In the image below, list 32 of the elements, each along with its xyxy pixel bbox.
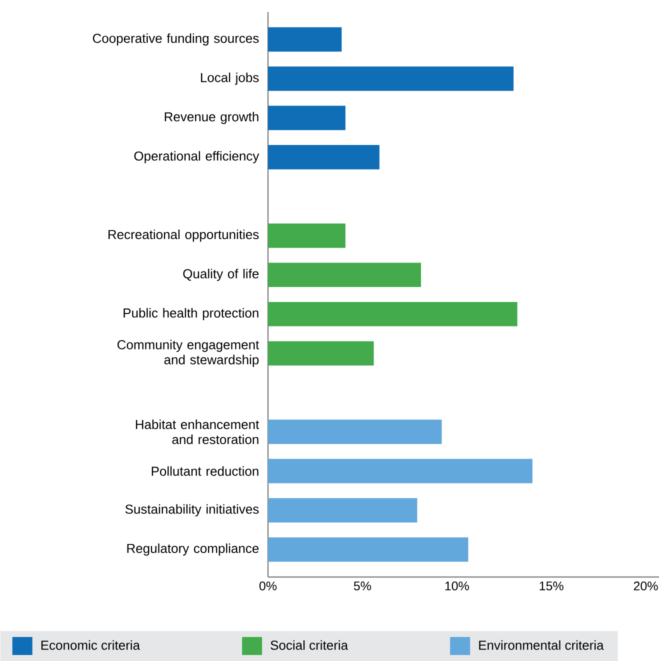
bar xyxy=(268,537,468,562)
bar xyxy=(268,498,418,522)
y-tick-label: Sustainability initiatives xyxy=(125,504,259,516)
legend-label: Economic criteria xyxy=(41,640,140,650)
y-tick-label: Local jobs xyxy=(201,72,259,85)
y-tick-label: Operational efficiency xyxy=(134,151,260,164)
y-tick-label: Revenue growth xyxy=(164,112,258,124)
x-tick-label: 20% xyxy=(634,582,658,590)
legend-label: Environmental criteria xyxy=(479,640,604,650)
y-tick-label: Regulatory compliance xyxy=(127,543,259,556)
bar xyxy=(268,458,532,484)
legend-label: Social criteria xyxy=(270,640,348,650)
y-tick-label: Cooperative funding sources xyxy=(92,33,259,46)
bar xyxy=(268,302,518,326)
x-tick-label: 5% xyxy=(354,582,372,590)
y-tick-label: Pollutant reduction xyxy=(152,466,258,476)
x-tick-label: 15% xyxy=(540,582,564,590)
y-tick-label: Public health protection xyxy=(124,308,258,320)
bar xyxy=(268,106,346,130)
y-tick-label: Recreational opportunities xyxy=(108,230,259,242)
bar xyxy=(268,341,374,366)
bar xyxy=(268,27,342,52)
x-tick-label: 10% xyxy=(445,582,469,590)
y-tick-label: Habitat enhancement and restoration xyxy=(136,420,260,444)
bar xyxy=(268,420,442,444)
bar xyxy=(268,262,421,288)
bar xyxy=(268,223,346,248)
y-tick-label: Quality of life xyxy=(183,268,259,281)
y-tick-label: Community engagement and stewardship xyxy=(118,340,260,367)
x-tick-label: 0% xyxy=(259,582,277,590)
bar xyxy=(268,66,514,91)
bar xyxy=(268,145,380,170)
